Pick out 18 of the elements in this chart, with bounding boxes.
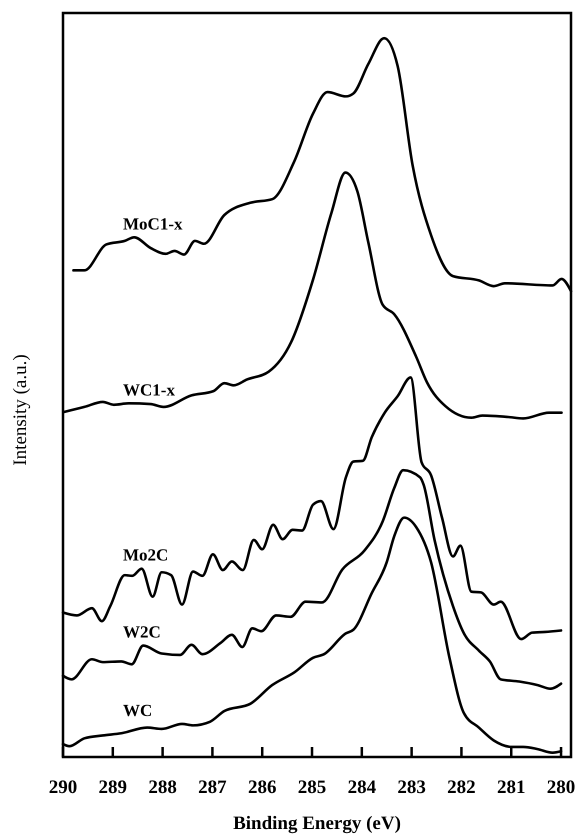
x-tick-label: 281: [496, 777, 526, 798]
x-tick-label: 286: [248, 777, 276, 798]
x-tick-label: 290: [48, 777, 78, 798]
x-tick-label: 284: [348, 777, 377, 798]
y-axis-title: Intensity (a.u.): [10, 354, 31, 466]
x-tick-label: 280: [546, 777, 576, 798]
x-tick-label: 285: [298, 777, 326, 798]
x-axis-title: Binding Energy (eV): [233, 813, 401, 834]
x-tick-label: 288: [148, 777, 177, 798]
series-label: MoC1-x: [123, 214, 183, 234]
series-label: W2C: [123, 622, 161, 642]
series-label: WC: [123, 700, 152, 720]
series-label: WC1-x: [123, 380, 176, 400]
x-tick-label: 283: [397, 777, 426, 798]
series-label: Mo2C: [123, 546, 168, 565]
x-tick-label: 289: [98, 777, 128, 798]
x-tick-label: 282: [447, 777, 476, 798]
x-tick-label: 287: [198, 777, 228, 798]
